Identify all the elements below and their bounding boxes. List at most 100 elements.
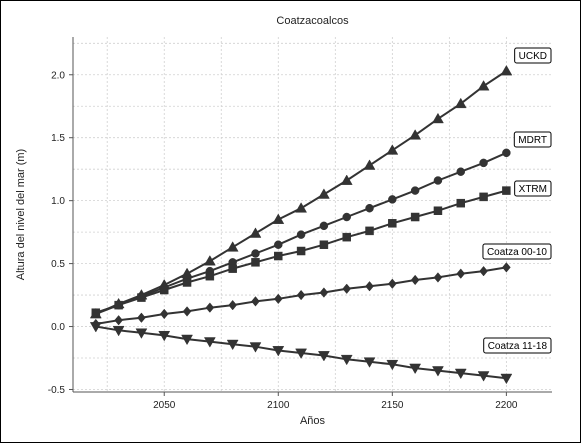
data-point xyxy=(91,308,101,317)
data-point xyxy=(251,249,260,258)
data-point xyxy=(454,97,467,109)
data-point xyxy=(296,246,306,256)
y-tick-label: 1.0 xyxy=(51,196,65,207)
data-point xyxy=(386,144,399,155)
plot-area xyxy=(72,37,552,393)
y-tick-label: 0.5 xyxy=(51,259,65,270)
x-axis-label: Años xyxy=(300,415,326,427)
data-point xyxy=(410,186,420,195)
data-point xyxy=(388,278,397,289)
series-label-text: Coatza 00-10 xyxy=(487,247,547,258)
data-point xyxy=(432,112,444,124)
series-line xyxy=(95,70,507,315)
data-point xyxy=(500,373,513,385)
series-uckd xyxy=(89,64,513,319)
data-point xyxy=(158,330,171,342)
series-label-box xyxy=(483,337,552,354)
data-point xyxy=(228,299,237,311)
y-tick-label: 1.5 xyxy=(51,133,65,144)
series-label: UCKD xyxy=(514,47,552,64)
data-point xyxy=(226,241,239,252)
data-point xyxy=(319,221,329,231)
data-point xyxy=(479,265,488,277)
data-point xyxy=(410,274,420,286)
data-point xyxy=(159,308,169,320)
series-group xyxy=(89,64,513,385)
data-point xyxy=(317,351,330,362)
chart-title: Coatzacoalcos xyxy=(276,15,349,27)
data-point xyxy=(363,357,376,368)
series-label: MDRT xyxy=(513,131,552,148)
data-point xyxy=(159,285,169,295)
data-point xyxy=(114,300,123,310)
x-tick-label: 2150 xyxy=(381,400,404,411)
series-label-text: MDRT xyxy=(518,135,547,146)
data-point xyxy=(342,232,351,242)
data-point xyxy=(479,192,488,202)
data-point xyxy=(251,258,260,267)
data-point xyxy=(500,64,513,76)
series-xtrm xyxy=(91,186,511,317)
x-tick-label: 2200 xyxy=(495,400,518,411)
data-point xyxy=(137,293,146,302)
data-point xyxy=(479,158,488,168)
data-point xyxy=(249,227,262,238)
y-tick-label: -0.5 xyxy=(48,385,66,396)
data-point xyxy=(456,167,466,176)
data-point xyxy=(365,226,374,236)
data-point xyxy=(203,337,216,348)
data-point xyxy=(342,283,352,294)
data-point xyxy=(203,255,216,266)
y-tick-label: 2.0 xyxy=(51,70,65,81)
data-point xyxy=(319,287,329,298)
data-point xyxy=(363,159,376,170)
data-point xyxy=(182,278,192,287)
y-tick-label: 0.0 xyxy=(51,322,65,333)
x-axis: 2050 2100 2150 2200 xyxy=(153,392,518,411)
series-label-box xyxy=(513,131,552,148)
series-labels: UCKD MDRT XTRM Coatza 00-10 Coatza 11-18 xyxy=(482,47,552,354)
data-point xyxy=(296,230,306,239)
data-point xyxy=(388,219,397,228)
data-point xyxy=(477,371,490,382)
data-point xyxy=(502,148,511,158)
data-point xyxy=(137,312,146,323)
data-point xyxy=(454,368,467,380)
data-point xyxy=(388,195,397,204)
data-point xyxy=(89,322,102,333)
x-tick-label: 2100 xyxy=(267,400,290,411)
x-tick-label: 2050 xyxy=(153,400,176,411)
series-label-text: Coatza 11-18 xyxy=(488,341,548,352)
data-point xyxy=(272,213,285,224)
data-point xyxy=(477,80,490,91)
data-point xyxy=(340,174,353,185)
data-point xyxy=(205,302,215,313)
data-point xyxy=(410,212,420,222)
data-point xyxy=(342,212,351,222)
data-point xyxy=(181,334,193,346)
data-point xyxy=(433,176,443,185)
data-point xyxy=(295,202,308,213)
series-label-box xyxy=(482,243,552,260)
data-point xyxy=(340,354,353,366)
data-point xyxy=(432,366,444,377)
data-point xyxy=(135,328,148,339)
data-point xyxy=(433,206,443,215)
data-point xyxy=(456,268,466,279)
series-label: Coatza 00-10 xyxy=(482,243,552,260)
y-axis: -0.5 0.0 0.5 1.0 1.5 2.0 xyxy=(48,70,73,396)
data-point xyxy=(251,296,260,307)
y-axis-label: Altura del nivel del mar (m) xyxy=(15,149,27,280)
series-label: XTRM xyxy=(514,180,552,197)
series-label-box xyxy=(514,47,552,64)
series-label-box xyxy=(514,180,552,197)
data-point xyxy=(409,129,422,140)
series-label: Coatza 11-18 xyxy=(483,337,552,354)
data-point xyxy=(502,262,511,273)
data-point xyxy=(273,293,283,305)
data-point xyxy=(274,240,283,249)
series-label-text: XTRM xyxy=(519,184,547,195)
data-point xyxy=(295,348,308,359)
data-point xyxy=(365,203,374,213)
